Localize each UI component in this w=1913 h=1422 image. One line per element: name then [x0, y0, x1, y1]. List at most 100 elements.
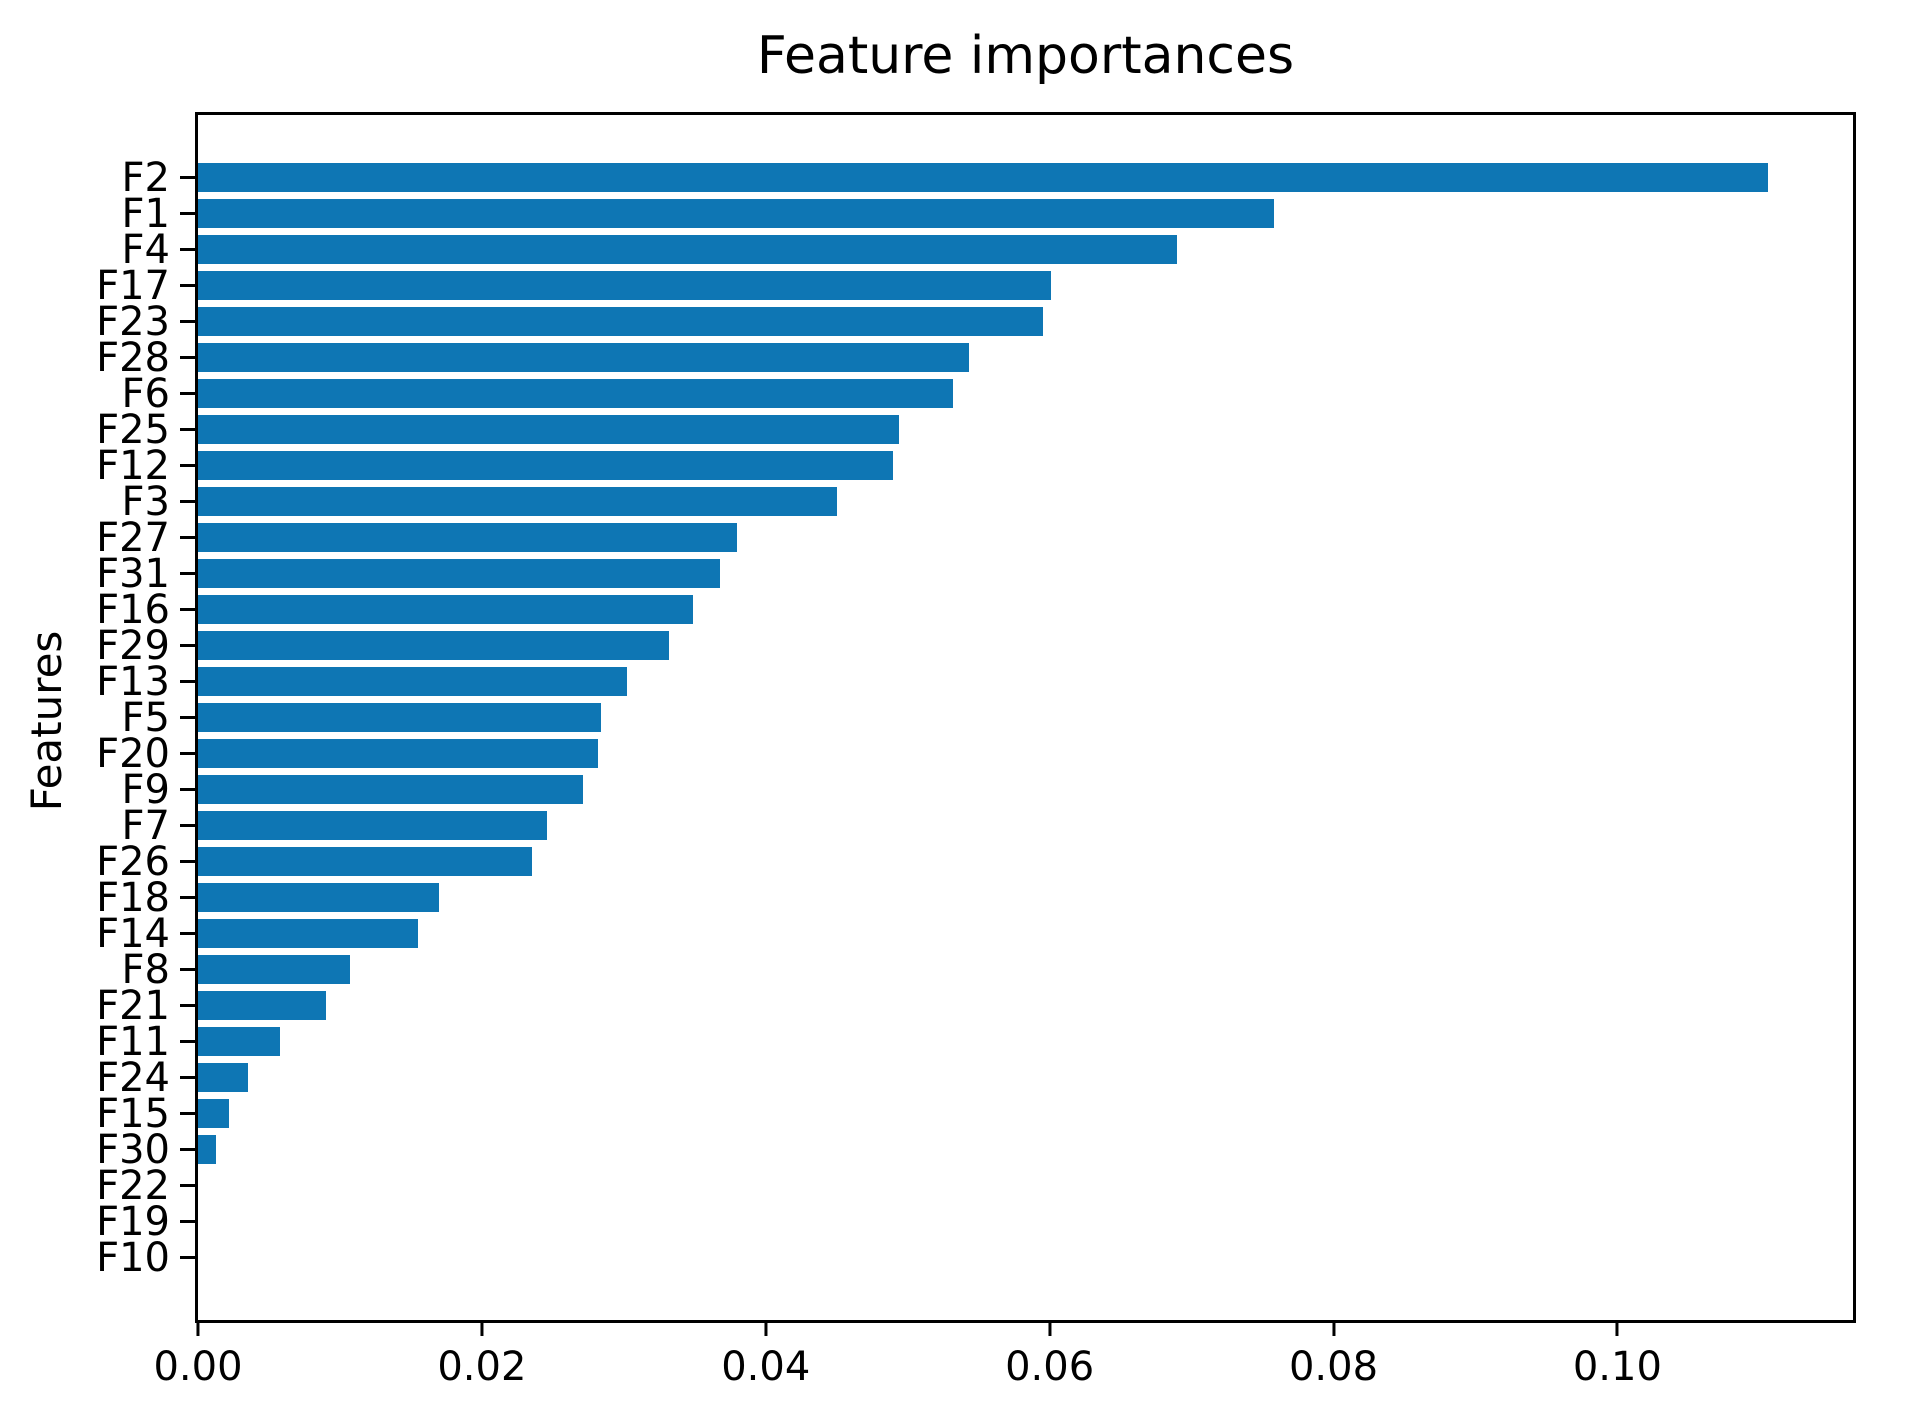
bar-row: F31 [96, 551, 1853, 597]
bar [198, 307, 1043, 336]
bar-row: F28 [96, 335, 1853, 381]
x-tick-mark [764, 1320, 768, 1336]
bar [198, 271, 1052, 300]
bar [198, 883, 440, 912]
y-tick-label: F23 [96, 299, 170, 345]
y-tick [180, 752, 195, 755]
y-tick-label: F20 [96, 731, 170, 777]
bar [198, 919, 418, 948]
bar-row: F6 [122, 371, 1853, 417]
x-tick-mark [196, 1320, 200, 1336]
x-tick: 0.04 [721, 1320, 810, 1390]
y-tick [180, 824, 195, 827]
bar-row: F13 [96, 659, 1853, 705]
bar-row: F3 [122, 479, 1853, 525]
y-tick-label: F1 [121, 191, 170, 237]
y-tick [180, 1076, 195, 1079]
y-tick-label: F29 [96, 623, 170, 669]
y-tick-label: F19 [96, 1199, 170, 1245]
bar-row: F4 [122, 227, 1853, 273]
bar [198, 595, 694, 624]
y-tick [180, 1220, 195, 1223]
bar-row: F20 [96, 731, 1853, 777]
bar-row: F26 [96, 839, 1853, 885]
y-tick [180, 788, 195, 791]
y-tick [180, 1040, 195, 1043]
bar-row: F11 [96, 1019, 1853, 1065]
y-tick-label: F14 [96, 911, 170, 957]
y-tick-label: F3 [121, 479, 170, 525]
bar [198, 775, 583, 804]
y-tick [180, 932, 195, 935]
y-tick-label: F10 [96, 1235, 170, 1281]
y-tick [180, 464, 195, 467]
x-tick: 0.00 [153, 1320, 243, 1390]
bar [198, 991, 326, 1020]
y-tick [180, 500, 195, 503]
y-tick [180, 572, 195, 575]
bar [198, 811, 548, 840]
y-tick [180, 320, 195, 323]
bar [198, 703, 602, 732]
x-tick-label: 0.06 [1005, 1344, 1095, 1390]
y-tick-label: F15 [96, 1091, 170, 1137]
y-axis-label: Features [22, 630, 71, 812]
x-tick: 0.02 [437, 1320, 526, 1390]
bar-row: F24 [96, 1055, 1853, 1101]
y-tick [180, 1184, 195, 1187]
y-tick [180, 176, 195, 179]
bar [198, 955, 350, 984]
bar-row: F10 [96, 1235, 1853, 1281]
y-tick-label: F26 [96, 839, 170, 885]
y-tick-label: F27 [96, 515, 170, 561]
bar [198, 1027, 281, 1056]
y-tick-label: F22 [96, 1163, 170, 1209]
y-tick [180, 392, 195, 395]
y-tick-label: F17 [96, 263, 170, 309]
bar [198, 631, 670, 660]
x-tick-label: 0.10 [1572, 1344, 1662, 1390]
y-tick [180, 896, 195, 899]
bar [198, 1135, 217, 1164]
y-tick-label: F28 [96, 335, 170, 381]
x-tick-label: 0.02 [437, 1344, 527, 1390]
bar-row: F25 [96, 407, 1853, 453]
bar-row: F16 [96, 587, 1853, 633]
bar-row: F27 [96, 515, 1853, 561]
bar-row: F14 [96, 911, 1853, 957]
y-tick-label: F16 [96, 587, 170, 633]
x-tick-mark [1615, 1320, 1619, 1336]
y-tick-label: F24 [96, 1055, 170, 1101]
bar [198, 559, 721, 588]
x-tick-mark [1048, 1320, 1052, 1336]
x-tick-mark [480, 1320, 484, 1336]
y-tick-label: F18 [96, 875, 170, 921]
y-tick [180, 680, 195, 683]
y-tick [180, 248, 195, 251]
y-tick [180, 644, 195, 647]
x-tick: 0.08 [1289, 1320, 1378, 1390]
y-tick [180, 968, 195, 971]
y-tick [180, 1004, 195, 1007]
y-tick [180, 860, 195, 863]
bar-row: F5 [122, 695, 1853, 741]
bar-row: F7 [122, 803, 1853, 849]
y-tick [180, 1256, 195, 1259]
bar [198, 667, 627, 696]
y-tick [180, 212, 195, 215]
y-tick [180, 1112, 195, 1115]
bar [198, 163, 1768, 192]
bar-row: F21 [96, 983, 1853, 1029]
x-tick-label: 0.04 [721, 1344, 811, 1390]
bar [198, 415, 900, 444]
bar-row: F19 [96, 1199, 1853, 1245]
y-tick [180, 1148, 195, 1151]
y-tick-label: F9 [121, 767, 170, 813]
bar-row: F15 [96, 1091, 1853, 1137]
chart-title: Feature importances [756, 26, 1295, 86]
y-tick-label: F21 [96, 983, 170, 1029]
x-tick: 0.10 [1573, 1320, 1662, 1390]
bar-row: F22 [96, 1163, 1853, 1209]
bar-row: F9 [122, 767, 1853, 813]
